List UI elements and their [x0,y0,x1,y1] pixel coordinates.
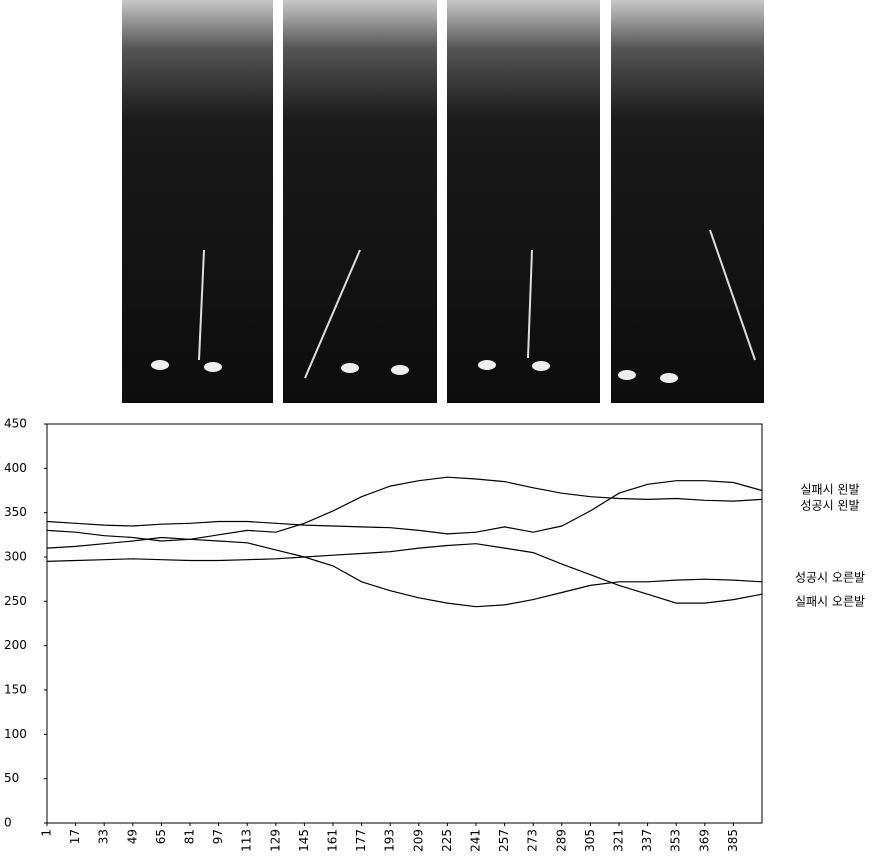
plot-frame [46,423,763,824]
y-tick-label: 150 [4,683,27,697]
y-tick-label: 300 [4,550,27,564]
x-tick-label: 321 [612,829,626,852]
x-tick-label: 273 [526,829,540,852]
photo [447,0,600,403]
y-tick-label: 0 [4,816,12,830]
photo [283,0,437,403]
photo [611,0,764,403]
photo-strip [122,0,764,403]
series-line [46,476,763,542]
y-tick-label: 350 [4,505,27,519]
x-tick-label: 49 [125,829,139,844]
series-label: 실패시 오른발 [795,595,865,609]
y-tick-label: 400 [4,461,27,475]
x-tick-label: 337 [640,829,654,852]
x-tick-label: 257 [497,829,511,852]
x-tick-label: 17 [68,829,82,844]
y-tick-label: 200 [4,638,27,652]
series-label: 성공시 왼발 [800,499,859,513]
x-tick-label: 289 [554,829,568,852]
x-tick-label: 241 [469,829,483,852]
x-tick-label: 81 [183,829,197,844]
series-line [46,480,763,535]
series-line [46,543,763,604]
y-tick-label: 50 [4,771,19,785]
x-tick-label: 1 [40,829,54,837]
x-tick-label: 353 [669,829,683,852]
y-tick-label: 100 [4,727,27,741]
x-tick-label: 145 [297,829,311,852]
series-line [46,536,763,608]
x-tick-label: 369 [697,829,711,852]
x-tick-label: 33 [97,829,111,844]
photo-highlights [151,360,678,383]
y-tick-label: 250 [4,594,27,608]
x-tick-label: 97 [211,829,225,844]
chart: 0 50 100 150 200 250 300 350 400 450 1 17 33 49 65 81 97… [4,417,865,852]
x-tick-label: 193 [383,829,397,852]
x-tick-label: 177 [354,829,368,852]
x-tick-label: 225 [440,829,454,852]
series-label: 실패시 왼발 [800,483,859,497]
x-tick-label: 305 [583,829,597,852]
x-tick-label: 129 [268,829,282,852]
photo-clubs [198,229,756,379]
x-tick-label: 161 [326,829,340,852]
x-tick-label: 209 [411,829,425,852]
y-tick-label: 450 [4,417,27,431]
x-tick-label: 113 [240,829,254,852]
x-tick-label: 385 [726,829,740,852]
series-label: 성공시 오른발 [795,571,865,585]
x-tick-label: 65 [154,829,168,844]
photo [122,0,273,403]
